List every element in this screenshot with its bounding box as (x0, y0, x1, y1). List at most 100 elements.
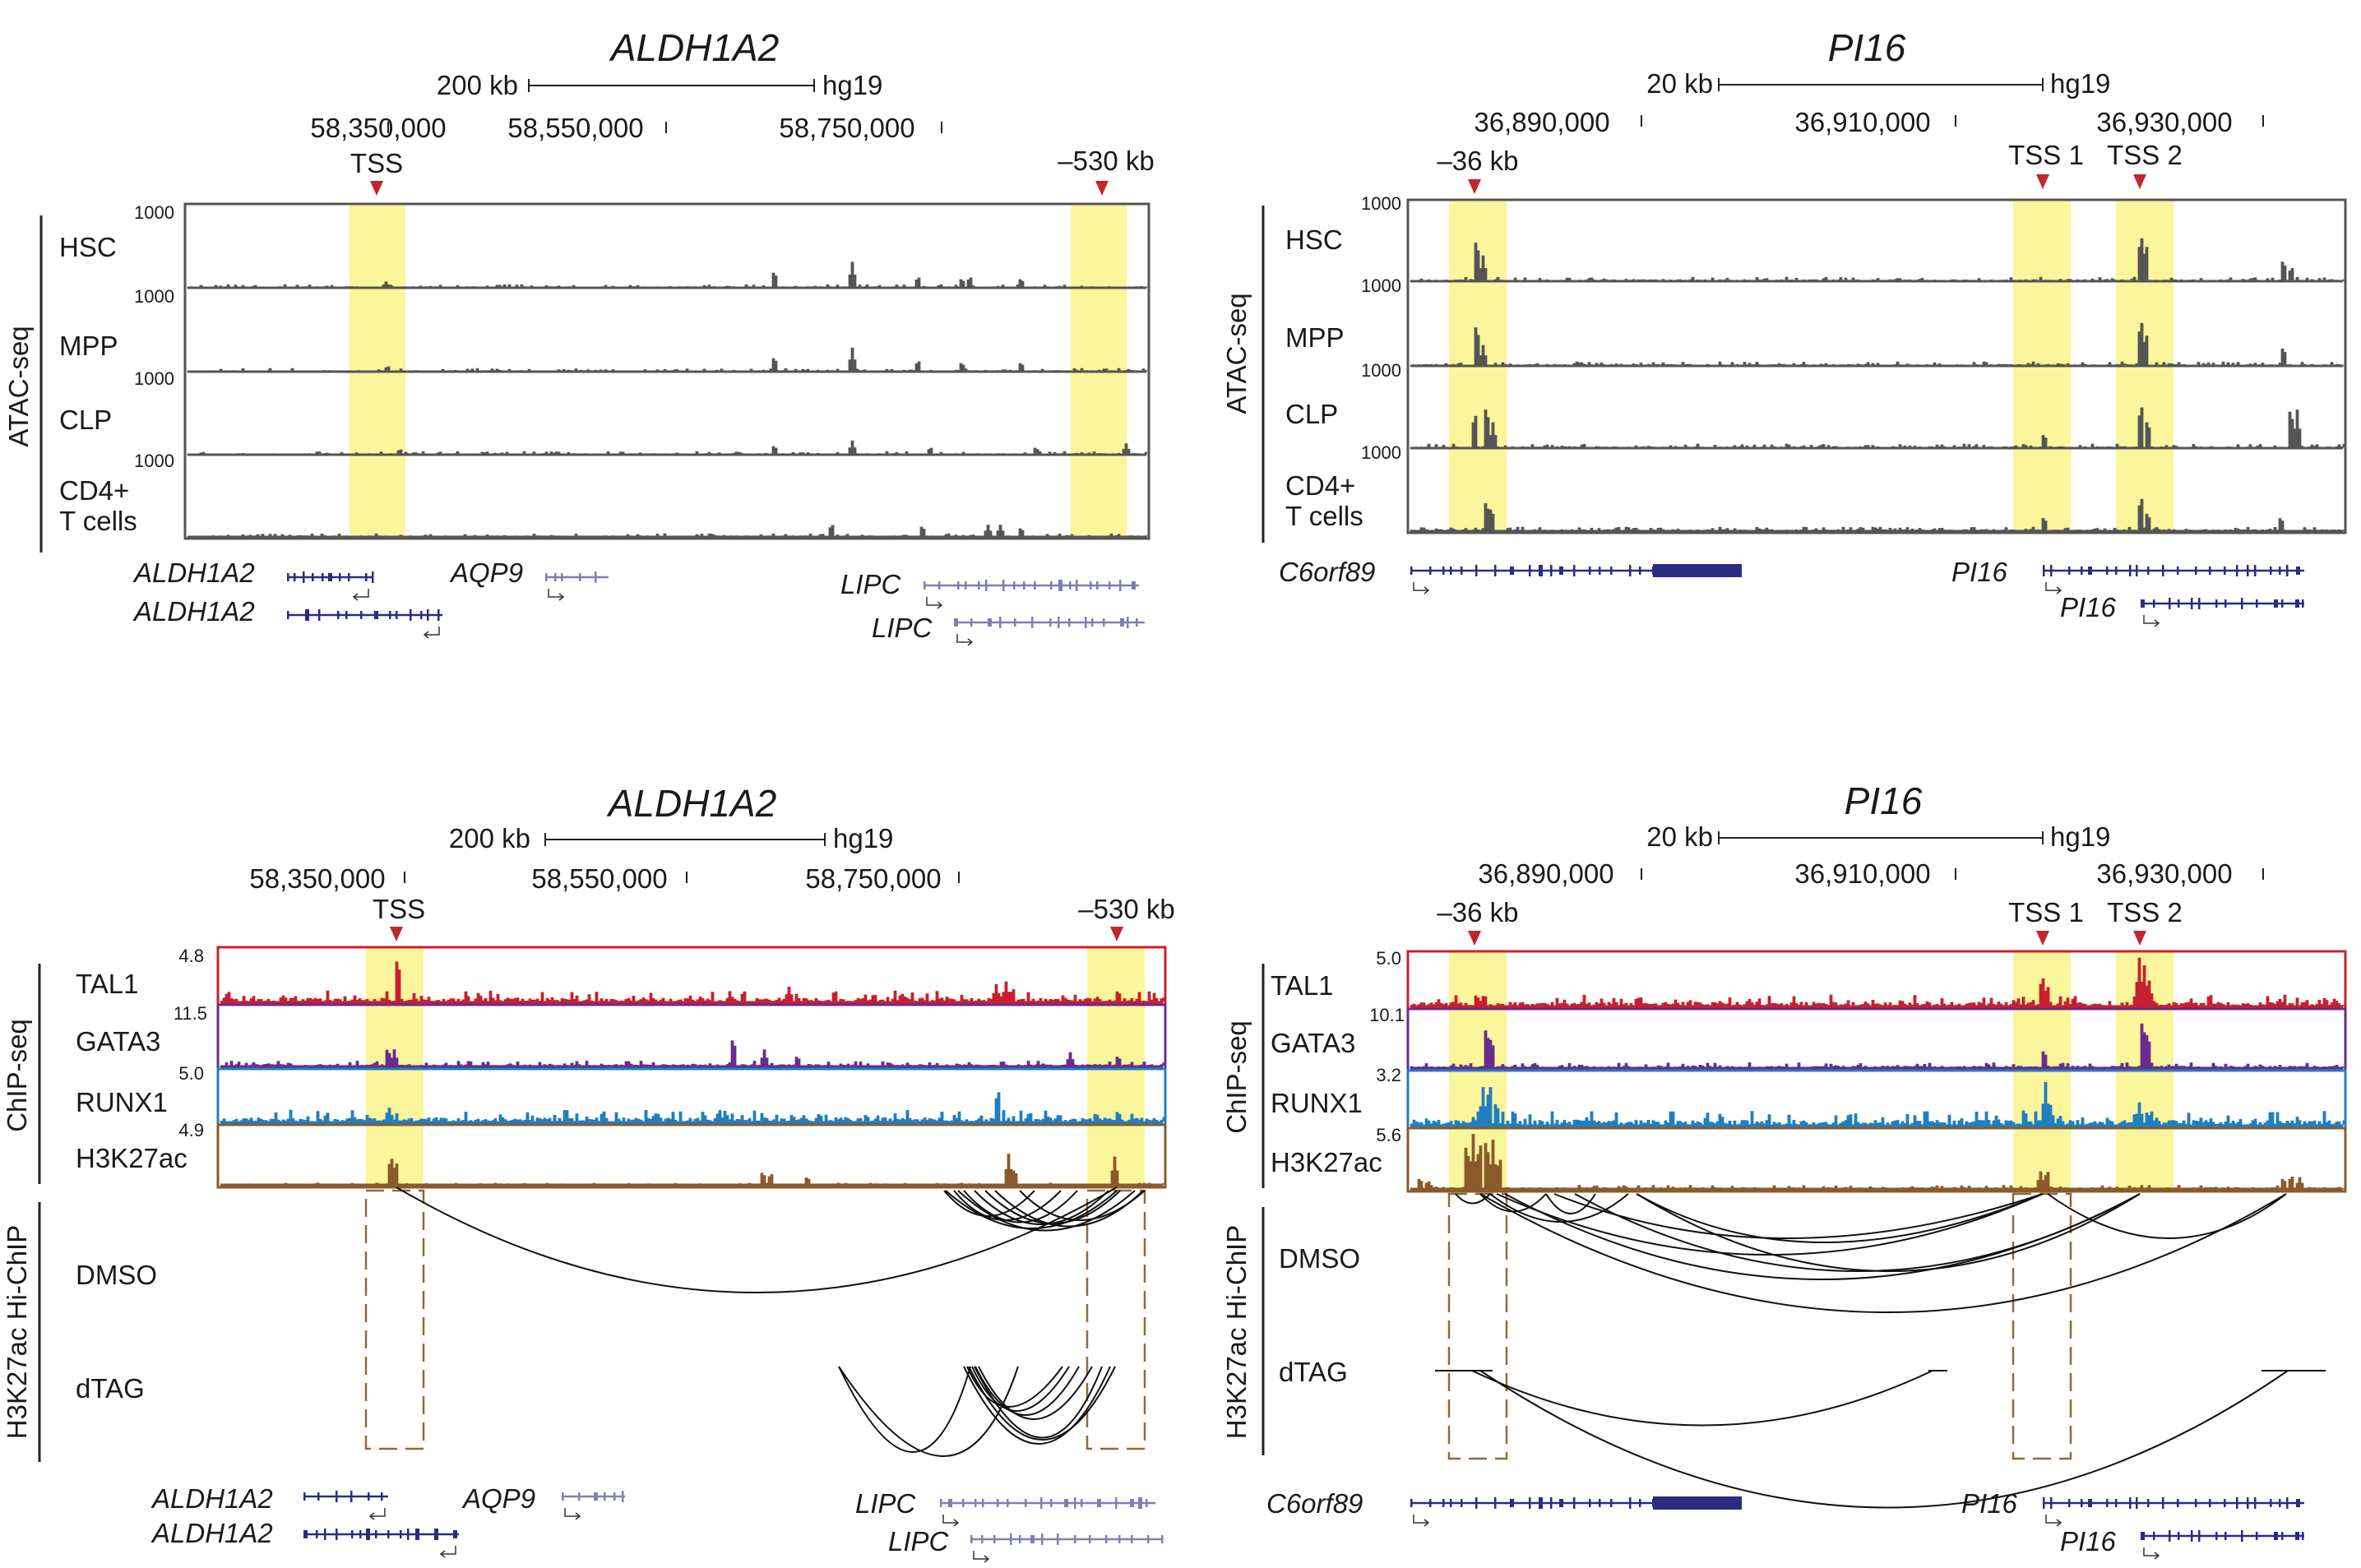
panel-title: ALDH1A2 (609, 26, 780, 69)
signal-area (1410, 957, 2347, 1007)
track-label: RUNX1 (1271, 1088, 1363, 1118)
exon (1410, 1499, 1413, 1507)
exon (2195, 1499, 2197, 1507)
exon (2177, 1499, 2179, 1507)
track-frame-runx1 (1406, 1069, 2347, 1130)
exon (1030, 1535, 1035, 1543)
exon (1161, 1535, 1164, 1543)
marker-arrow (2036, 174, 2049, 189)
exon (2129, 565, 2132, 576)
exon (2247, 565, 2249, 576)
exon (2254, 565, 2257, 576)
gene-label: C6orf89 (1279, 557, 1375, 587)
signal-area (1410, 498, 2346, 532)
gene-label: LIPC (840, 569, 902, 599)
exon (2224, 599, 2227, 608)
exon (2286, 565, 2289, 576)
gene-model (287, 609, 442, 639)
track-scale: 1000 (1361, 275, 1401, 296)
strand-arrow (2045, 582, 2062, 594)
exon (1127, 617, 1129, 628)
exon (1550, 1497, 1553, 1509)
exon (965, 581, 967, 590)
exon (1076, 580, 1078, 591)
exon (2177, 567, 2179, 575)
exon (1058, 617, 1060, 628)
exon (1599, 567, 1601, 575)
atac-track-clp (1410, 407, 2346, 450)
exon (1074, 1497, 1076, 1509)
exon (294, 573, 296, 581)
marker-arrow (1110, 927, 1123, 941)
marker-arrow (2133, 931, 2146, 946)
track-label: HSC (1285, 224, 1343, 255)
hichip-label: H3K27ac Hi-ChIP (1221, 1225, 1252, 1439)
exon (2043, 565, 2045, 576)
hichip-loops-dmso (1455, 1193, 2287, 1313)
panel-bottom-left: ALDH1A2 200 kb hg19 58,350,000 58,550,00… (2, 782, 1175, 1563)
signal-area (1410, 1134, 2346, 1190)
track-frame-gata3 (1406, 1007, 2347, 1072)
exon (1002, 580, 1005, 591)
strand-arrow (942, 1515, 960, 1527)
exon (974, 1499, 977, 1507)
exon (1529, 565, 1531, 576)
exon (940, 1499, 942, 1507)
exon (381, 1492, 383, 1501)
strand-arrow (548, 589, 565, 601)
exon (336, 1529, 338, 1540)
exon (1131, 1535, 1133, 1543)
exon (1014, 618, 1016, 627)
gene-label: AQP9 (461, 1483, 535, 1514)
strand-arrow (352, 589, 369, 601)
exon (400, 1530, 402, 1538)
exon (1639, 1499, 1641, 1507)
exon (997, 1499, 999, 1507)
exon (1475, 1497, 1478, 1509)
coord-label: 58,350,000 (249, 863, 385, 894)
exon (962, 1499, 965, 1507)
group-label: ChIP-seq (2, 1019, 32, 1132)
exon (2153, 599, 2155, 608)
exon (938, 581, 941, 590)
exon (2274, 1532, 2278, 1540)
exon (2169, 598, 2171, 609)
exon (1589, 1499, 1591, 1507)
marker-arrow (1468, 179, 1481, 194)
exon (993, 1535, 996, 1543)
atac-track-mpp (187, 347, 1148, 373)
coord-label: 36,910,000 (1794, 107, 1930, 137)
exon (2209, 567, 2211, 575)
exon (437, 609, 440, 621)
exon (1442, 1499, 1445, 1507)
signal-area (187, 347, 1148, 372)
hichip-track-label: dTAG (76, 1373, 145, 1404)
exon (345, 611, 348, 619)
track-label: GATA3 (1271, 1028, 1355, 1058)
exon (1550, 565, 1553, 576)
exon (1034, 581, 1036, 590)
exon (328, 573, 332, 581)
gene-label: LIPC (855, 1488, 917, 1519)
exon (1025, 1499, 1027, 1507)
strand-arrow (926, 597, 943, 609)
exon (2169, 1530, 2171, 1542)
exon (1629, 565, 1632, 576)
tal1-track (1410, 957, 2347, 1008)
track-scale: 1000 (134, 451, 174, 471)
track-label: CLP (59, 405, 112, 435)
strand-arrow (423, 627, 440, 639)
hichip-track-label: DMSO (1279, 1243, 1360, 1274)
exon (2224, 567, 2226, 575)
scale-size: 20 kb (1646, 821, 1713, 852)
exon (2141, 599, 2145, 608)
track-scale: 11.5 (174, 1003, 207, 1024)
exon (1091, 618, 1094, 627)
gene-label: LIPC (888, 1526, 950, 1556)
exon (368, 1492, 370, 1501)
h3k27ac-track (220, 1154, 1166, 1186)
gene-model (2141, 1530, 2304, 1560)
scale-size: 20 kb (1646, 68, 1713, 99)
gene-model (940, 1497, 1155, 1527)
exon (2081, 567, 2083, 575)
